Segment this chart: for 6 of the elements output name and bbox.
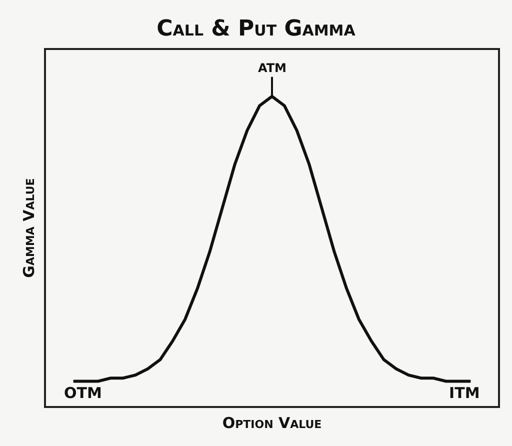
annotation: ATM <box>258 61 286 75</box>
x-axis-title: Option Value <box>222 414 322 432</box>
annotation: OTM <box>64 384 102 402</box>
y-axis-title: Gamma Value <box>20 178 38 278</box>
annotation: ITM <box>449 384 480 402</box>
chart-title: Call & Put Gamma <box>156 16 356 42</box>
